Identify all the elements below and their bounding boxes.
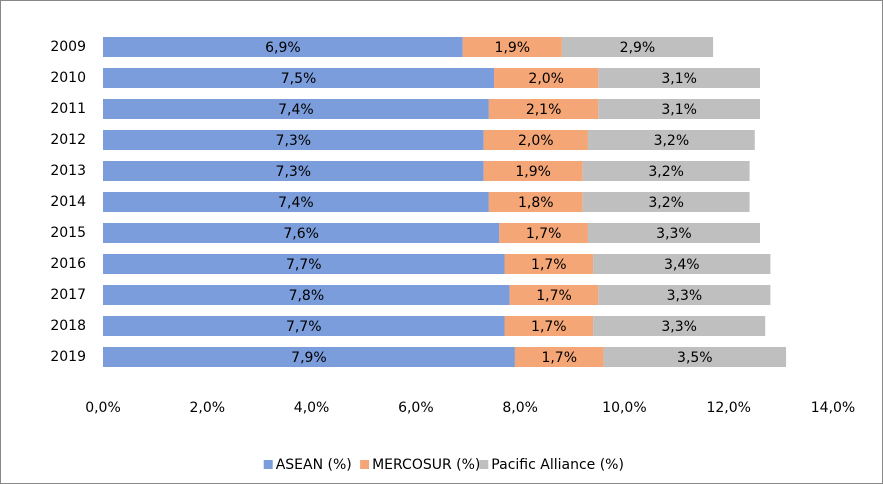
data-label: 7,7% [286,257,322,273]
data-label: 1,7% [531,257,567,273]
data-label: 7,9% [291,350,327,366]
data-label: 3,3% [667,288,703,304]
x-tick-label: 4,0% [294,400,330,416]
bar-segment [103,192,489,212]
data-label: 2,0% [518,133,554,149]
data-label: 3,2% [654,133,690,149]
x-tick-label: 8,0% [502,400,538,416]
bar-segment [587,130,755,150]
data-label: 2,0% [528,71,564,87]
bar-segment [103,37,463,57]
bar-segment [504,254,594,274]
data-label: 3,5% [677,350,713,366]
data-label: 7,3% [276,164,312,180]
bar-segment [598,68,760,88]
x-tick-label: 12,0% [706,400,750,416]
x-tick-label: 6,0% [398,400,434,416]
bar-segment [103,68,495,88]
bar-segment [504,316,594,336]
data-label: 1,9% [515,164,551,180]
bar-segment [103,99,489,119]
legend-label: MERCOSUR (%) [372,457,480,473]
bar-segment [488,192,583,212]
x-tick-label: 10,0% [602,400,646,416]
y-tick-label: 2016 [50,256,86,272]
data-label: 1,7% [536,288,572,304]
bar-segment [598,99,760,119]
data-label: 6,9% [265,40,301,56]
y-tick-label: 2010 [50,70,86,86]
bar-segment [483,130,588,150]
legend-label: Pacific Alliance (%) [491,457,624,473]
y-tick-label: 2012 [50,132,86,148]
data-label: 1,7% [541,350,577,366]
bar-segment [483,161,583,181]
bar-segment [582,161,750,181]
data-label: 7,3% [276,133,312,149]
data-label: 3,2% [648,195,684,211]
x-tick-label: 0,0% [85,400,121,416]
legend-swatch [360,460,370,469]
data-label: 3,2% [648,164,684,180]
data-label: 7,6% [283,226,319,242]
bar-segment [514,347,604,367]
bar-segment [603,347,787,367]
data-label: 3,1% [661,71,697,87]
bar-segment [593,316,766,336]
bar-segment [103,347,515,367]
bar-segment [488,99,599,119]
y-tick-label: 2018 [50,318,86,334]
bar-segment [103,285,510,305]
data-label: 7,7% [286,319,322,335]
y-tick-label: 2014 [50,194,86,210]
y-tick-label: 2013 [50,163,86,179]
bar-segment [103,161,484,181]
y-tick-label: 2011 [50,101,86,117]
bar-segment [561,37,714,57]
bar-segment [509,285,599,305]
data-label: 3,4% [664,257,700,273]
data-label: 2,9% [620,40,656,56]
bar-segment [103,254,505,274]
y-tick-label: 2019 [50,349,86,365]
bar-segment [462,37,562,57]
data-label: 3,3% [661,319,697,335]
x-tick-label: 14,0% [811,400,855,416]
bar-segment [593,254,771,274]
bar-segment [103,223,500,243]
bar-segment [103,130,484,150]
data-label: 1,7% [531,319,567,335]
data-label: 1,7% [526,226,562,242]
data-label: 7,4% [278,102,314,118]
legend-label: ASEAN (%) [276,457,352,473]
y-tick-label: 2017 [50,287,86,303]
bar-segment [103,316,505,336]
bar-segment [499,223,588,243]
data-label: 3,3% [656,226,692,242]
bar-segment [598,285,771,305]
data-label: 2,1% [526,102,562,118]
data-label: 7,8% [289,288,325,304]
x-tick-label: 2,0% [189,400,225,416]
legend-swatch [479,460,489,469]
data-label: 7,4% [278,195,314,211]
data-label: 1,9% [495,40,531,56]
data-label: 7,5% [281,71,317,87]
y-tick-label: 2009 [50,39,86,55]
legend-swatch [263,460,273,469]
bar-segment [582,192,750,212]
data-label: 1,8% [518,195,554,211]
bar-segment [587,223,760,243]
data-label: 3,1% [661,102,697,118]
y-tick-label: 2015 [50,225,86,241]
bar-segment [494,68,599,88]
